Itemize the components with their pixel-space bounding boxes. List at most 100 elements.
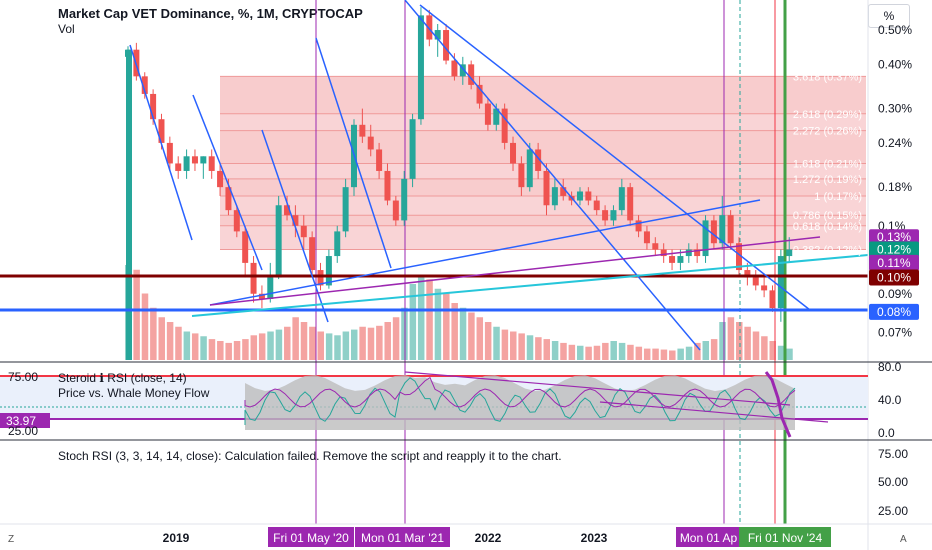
volume-bar [526, 335, 534, 360]
volume-bar [166, 322, 174, 360]
candle-body [258, 293, 265, 299]
candle-body [627, 187, 634, 221]
volume-bars [125, 265, 793, 360]
volume-label: Vol [58, 22, 75, 36]
volume-bar [643, 348, 651, 360]
fib-zone [220, 76, 866, 114]
volume-bar [376, 325, 383, 360]
fib-zone [220, 178, 866, 196]
candle-body [459, 64, 466, 77]
volume-bar [635, 346, 643, 360]
candle-body [225, 187, 232, 211]
price-tick: 0.50% [878, 23, 912, 37]
volume-bar [727, 317, 735, 360]
candle-body [183, 156, 190, 171]
candle-body [292, 215, 299, 226]
volume-bar [242, 339, 249, 360]
price-tick: 0.18% [878, 180, 912, 194]
candle-body [501, 108, 508, 143]
candle-body [685, 249, 692, 257]
volume-bar [602, 342, 609, 360]
candle-body [593, 200, 600, 211]
price-tick: 0.07% [878, 325, 912, 339]
candle-body [535, 149, 542, 171]
rsi-trend-line [599, 401, 829, 423]
candle-body [669, 256, 676, 263]
candle-body [736, 243, 743, 271]
time-tick: 2022 [475, 531, 502, 545]
rsi-value-badge [0, 413, 50, 428]
price-badge-label: 0.12% [877, 243, 911, 257]
trend-lines [0, 0, 869, 351]
volume-bar [769, 341, 776, 360]
stoch-pane: 75.00 50.00 25.00 [878, 447, 908, 518]
candle-body [635, 220, 642, 232]
price-badge-label: 0.13% [877, 230, 911, 244]
volume-bar [426, 279, 433, 360]
volume-bar [417, 274, 425, 360]
fib-label: 1.272 (0.19%) [793, 174, 862, 186]
volume-bar [468, 312, 475, 360]
trend-line [404, 0, 701, 351]
volume-bar [250, 335, 258, 360]
trend-line [315, 37, 392, 269]
time-tick: 2019 [163, 531, 190, 545]
candle-body [744, 270, 751, 278]
stoch-rsi-message: Stoch RSI (3, 3, 14, 14, close): Calcula… [58, 449, 562, 463]
volume-bar [736, 322, 743, 360]
fib-label: 1 (0.17%) [814, 191, 862, 203]
volume-bar [309, 326, 316, 360]
volume-bar [208, 339, 216, 360]
candle-body [401, 178, 408, 221]
candle-body [694, 249, 701, 257]
candle-body [250, 262, 257, 294]
volume-bar [551, 341, 559, 360]
fib-zone [220, 113, 866, 131]
price-badge [869, 303, 919, 320]
candle-body [175, 163, 182, 171]
time-marker-label: Mon 01 Mar '21 [361, 531, 444, 545]
volume-bar [535, 337, 542, 360]
volume-bar [158, 317, 165, 360]
volume-bar [451, 303, 458, 360]
candle-body [359, 124, 366, 137]
fib-zone [220, 215, 866, 226]
candle-body [434, 30, 441, 40]
fib-label: 0.618 (0.14%) [793, 221, 862, 233]
price-tick: 0.09% [878, 287, 912, 301]
fib-label: 0.786 (0.15%) [793, 210, 862, 222]
volume-bar [284, 326, 291, 360]
price-badge [869, 229, 919, 246]
fib-zone [220, 225, 866, 250]
price-badge [869, 254, 919, 271]
time-marker-label: Mon 01 Ap [680, 531, 738, 545]
volume-bar [401, 307, 408, 360]
candle-body [710, 220, 717, 244]
candle-body [325, 256, 332, 286]
candle-body [426, 15, 433, 40]
volume-bar [627, 344, 634, 360]
volume-bar [300, 322, 308, 360]
candle-body [576, 191, 583, 201]
volume-bar [141, 293, 149, 360]
candle-body [702, 220, 709, 257]
volume-bar [191, 333, 199, 360]
candle-body [275, 205, 282, 278]
volume-bar [292, 317, 299, 360]
candle-body [585, 191, 592, 201]
time-marker [268, 527, 354, 547]
percent-scale-button[interactable]: % [868, 4, 910, 28]
fib-label: 3.618 (0.37%) [793, 71, 862, 83]
candle-body [610, 210, 617, 221]
volume-bar [392, 317, 400, 360]
volume-bar [217, 341, 224, 360]
volume-bar [618, 342, 626, 360]
price-badge-label: 0.11% [877, 256, 910, 270]
volume-bar [200, 336, 207, 360]
candle-body [602, 210, 609, 221]
volume-bar [183, 331, 191, 360]
rsi-axis-tick: 80.0 [878, 360, 902, 374]
